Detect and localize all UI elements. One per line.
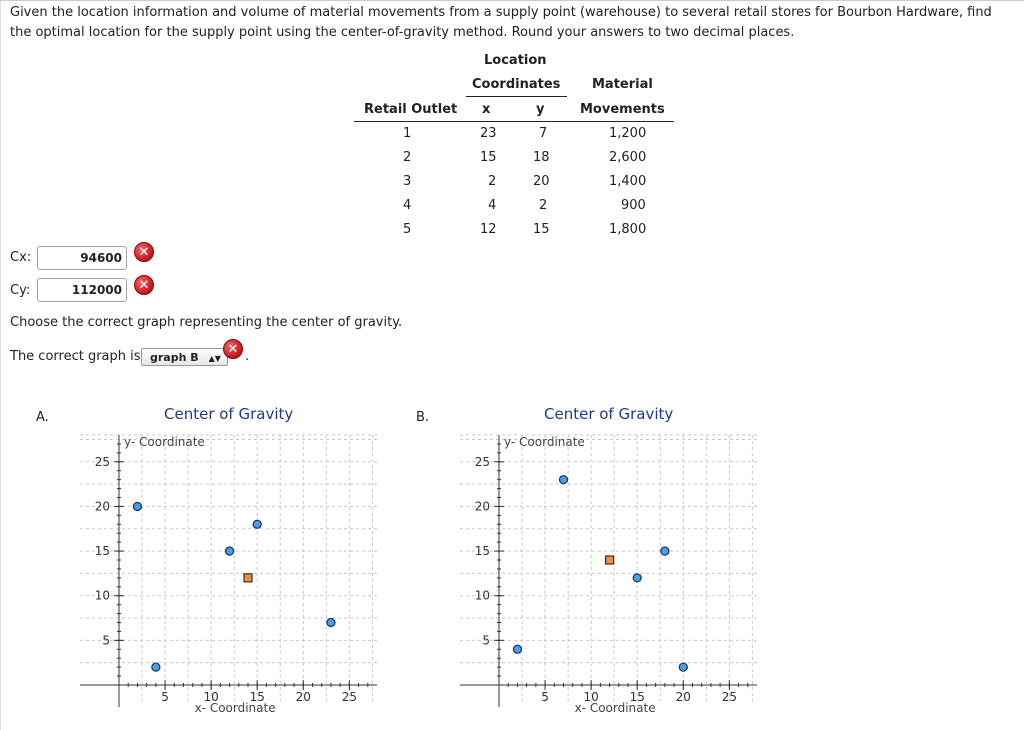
- x-tick-label: 15: [250, 690, 265, 704]
- cell-movements: 1,800: [609, 222, 647, 237]
- cell-x: 23: [480, 126, 497, 141]
- cell-x: 12: [480, 222, 497, 237]
- graph-b-title: Center of Gravity: [544, 405, 674, 423]
- updown-icon: ▲▼: [208, 354, 221, 363]
- y-tick-label: 10: [95, 589, 110, 603]
- center-of-gravity-point: [604, 555, 615, 565]
- question-text: Given the location information and volum…: [10, 5, 992, 40]
- cell-y: 2: [539, 198, 548, 213]
- cell-y: 7: [539, 126, 548, 141]
- data-point: [632, 573, 642, 583]
- incorrect-icon: ✕: [134, 275, 154, 295]
- header-movements: Movements: [580, 102, 665, 117]
- data-point: [151, 662, 161, 672]
- cell-x: 2: [488, 174, 497, 189]
- x-tick-label: 15: [630, 690, 645, 704]
- header-y: y: [536, 102, 545, 117]
- header-location: Location: [484, 53, 547, 68]
- graph-a-title: Center of Gravity: [164, 405, 294, 423]
- cell-outlet: 1: [403, 126, 412, 141]
- cy-label: Cy:: [10, 283, 31, 298]
- data-point: [132, 501, 143, 512]
- graph-answer-prefix: The correct graph is: [10, 349, 141, 364]
- header-material: Material: [592, 77, 653, 92]
- data-point: [660, 546, 670, 556]
- graph-b-chart[interactable]: 5 10 15 20 25 5 10 15 20 25 y- Coordinate x- Coordi…: [460, 430, 770, 730]
- cell-y: 15: [533, 222, 550, 237]
- cell-outlet: 2: [403, 150, 412, 165]
- header-x: x: [482, 102, 491, 117]
- cell-outlet: 3: [403, 174, 412, 189]
- header-retail-outlet: Retail Outlet: [364, 102, 458, 117]
- cx-label: Cx:: [10, 250, 32, 265]
- x-tick-label: 25: [722, 690, 737, 704]
- data-point: [326, 617, 336, 628]
- graph-a-label: A.: [36, 410, 49, 425]
- cell-movements: 1,200: [609, 126, 647, 141]
- graph-answer-suffix: .: [245, 349, 250, 364]
- graph-a-chart[interactable]: 5 10 15 20 25 5 10 15 20 25 y- Coordinate x- Coordi…: [80, 430, 390, 730]
- y-tick-label: 20: [475, 499, 490, 513]
- coordinates-underline: [466, 96, 567, 97]
- cell-outlet: 4: [403, 198, 412, 213]
- x-tick-label: 5: [541, 690, 549, 704]
- graph-b-label: B.: [416, 410, 430, 425]
- incorrect-icon: ✕: [223, 339, 243, 359]
- graph-select[interactable]: graph B ▲▼: [141, 348, 228, 366]
- x-axis-label: x- Coordinate: [575, 701, 656, 715]
- cell-y: 20: [533, 174, 550, 189]
- cx-input[interactable]: 94600: [37, 246, 127, 270]
- y-tick-label: 20: [95, 499, 110, 513]
- data-point: [252, 519, 262, 529]
- gridlines: [80, 434, 377, 705]
- y-axis-label: y- Coordinate: [504, 435, 585, 449]
- graph-prompt: Choose the correct graph representing th…: [10, 315, 403, 330]
- cell-x: 15: [480, 150, 497, 165]
- incorrect-icon: ✕: [134, 242, 154, 262]
- x-tick-label: 5: [161, 690, 169, 704]
- y-tick-label: 5: [482, 633, 490, 647]
- cell-movements: 2,600: [609, 150, 647, 165]
- y-tick-label: 15: [95, 544, 110, 558]
- x-tick-label: 20: [676, 690, 691, 704]
- data-point: [224, 546, 235, 556]
- graph-select-value: graph B: [150, 351, 199, 364]
- cell-x: 4: [488, 198, 497, 213]
- x-tick-label: 20: [296, 690, 311, 704]
- y-tick-label: 25: [95, 455, 110, 469]
- center-of-gravity-point: [243, 573, 253, 583]
- x-axis-label: x- Coordinate: [195, 701, 276, 715]
- x-tick-label: 10: [584, 690, 599, 704]
- top-border: [0, 0, 1024, 1]
- x-tick-label: 25: [342, 690, 357, 704]
- gridlines: [460, 434, 757, 705]
- y-tick-label: 10: [475, 589, 490, 603]
- y-axis-label: y- Coordinate: [124, 435, 205, 449]
- data-point: [678, 662, 688, 672]
- cell-movements: 1,400: [609, 174, 647, 189]
- y-tick-label: 15: [475, 544, 490, 558]
- header-coordinates: Coordinates: [472, 77, 561, 92]
- cy-input[interactable]: 112000: [37, 278, 127, 302]
- header-underline: [354, 121, 674, 122]
- data-point: [558, 474, 569, 485]
- x-tick-label: 10: [204, 690, 219, 704]
- cell-outlet: 5: [403, 222, 412, 237]
- y-tick-label: 5: [102, 633, 110, 647]
- cell-y: 18: [533, 150, 550, 165]
- cell-movements: 900: [621, 198, 646, 213]
- y-tick-label: 25: [475, 455, 490, 469]
- data-point: [512, 644, 523, 654]
